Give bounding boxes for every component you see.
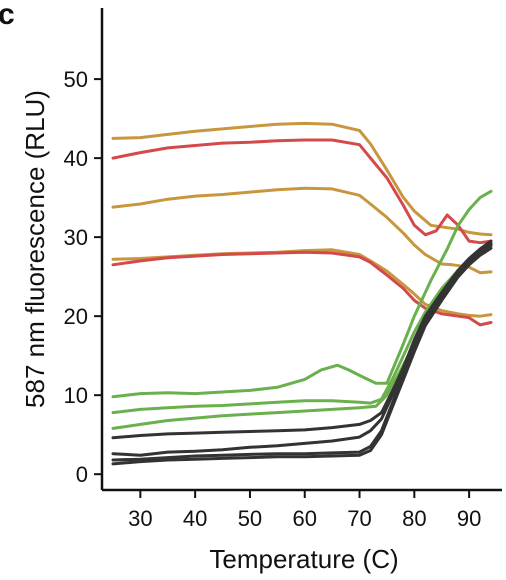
- y-tick-label: 30: [64, 225, 88, 250]
- panel-letter: c: [0, 0, 15, 31]
- x-tick-label: 40: [183, 506, 207, 531]
- series-line-2: [111, 138, 493, 245]
- series-line-5: [111, 250, 493, 327]
- x-tick-label: 80: [402, 506, 426, 531]
- x-tick-label: 50: [238, 506, 262, 531]
- series-line-12: [111, 246, 493, 466]
- y-axis-ticks: 0 10 20 30 40 50: [64, 67, 102, 487]
- y-axis-title: 587 nm fluorescence (RLU): [20, 90, 50, 408]
- y-tick-label: 10: [64, 383, 88, 408]
- x-axis-title: Temperature (C): [209, 544, 398, 574]
- y-tick-label: 0: [76, 462, 88, 487]
- x-tick-label: 60: [292, 506, 316, 531]
- x-tick-label: 30: [128, 506, 152, 531]
- x-axis-ticks: 30 40 50 60 70 80 90: [128, 490, 481, 531]
- series-line-3: [111, 186, 493, 275]
- series-line-11: [111, 243, 493, 462]
- series-line-7: [111, 243, 493, 415]
- y-tick-label: 50: [64, 67, 88, 92]
- plot-area: [111, 121, 493, 466]
- series-line-6: [111, 189, 493, 399]
- y-tick-label: 40: [64, 146, 88, 171]
- x-tick-label: 70: [347, 506, 371, 531]
- y-tick-label: 20: [64, 304, 88, 329]
- x-tick-label: 90: [457, 506, 481, 531]
